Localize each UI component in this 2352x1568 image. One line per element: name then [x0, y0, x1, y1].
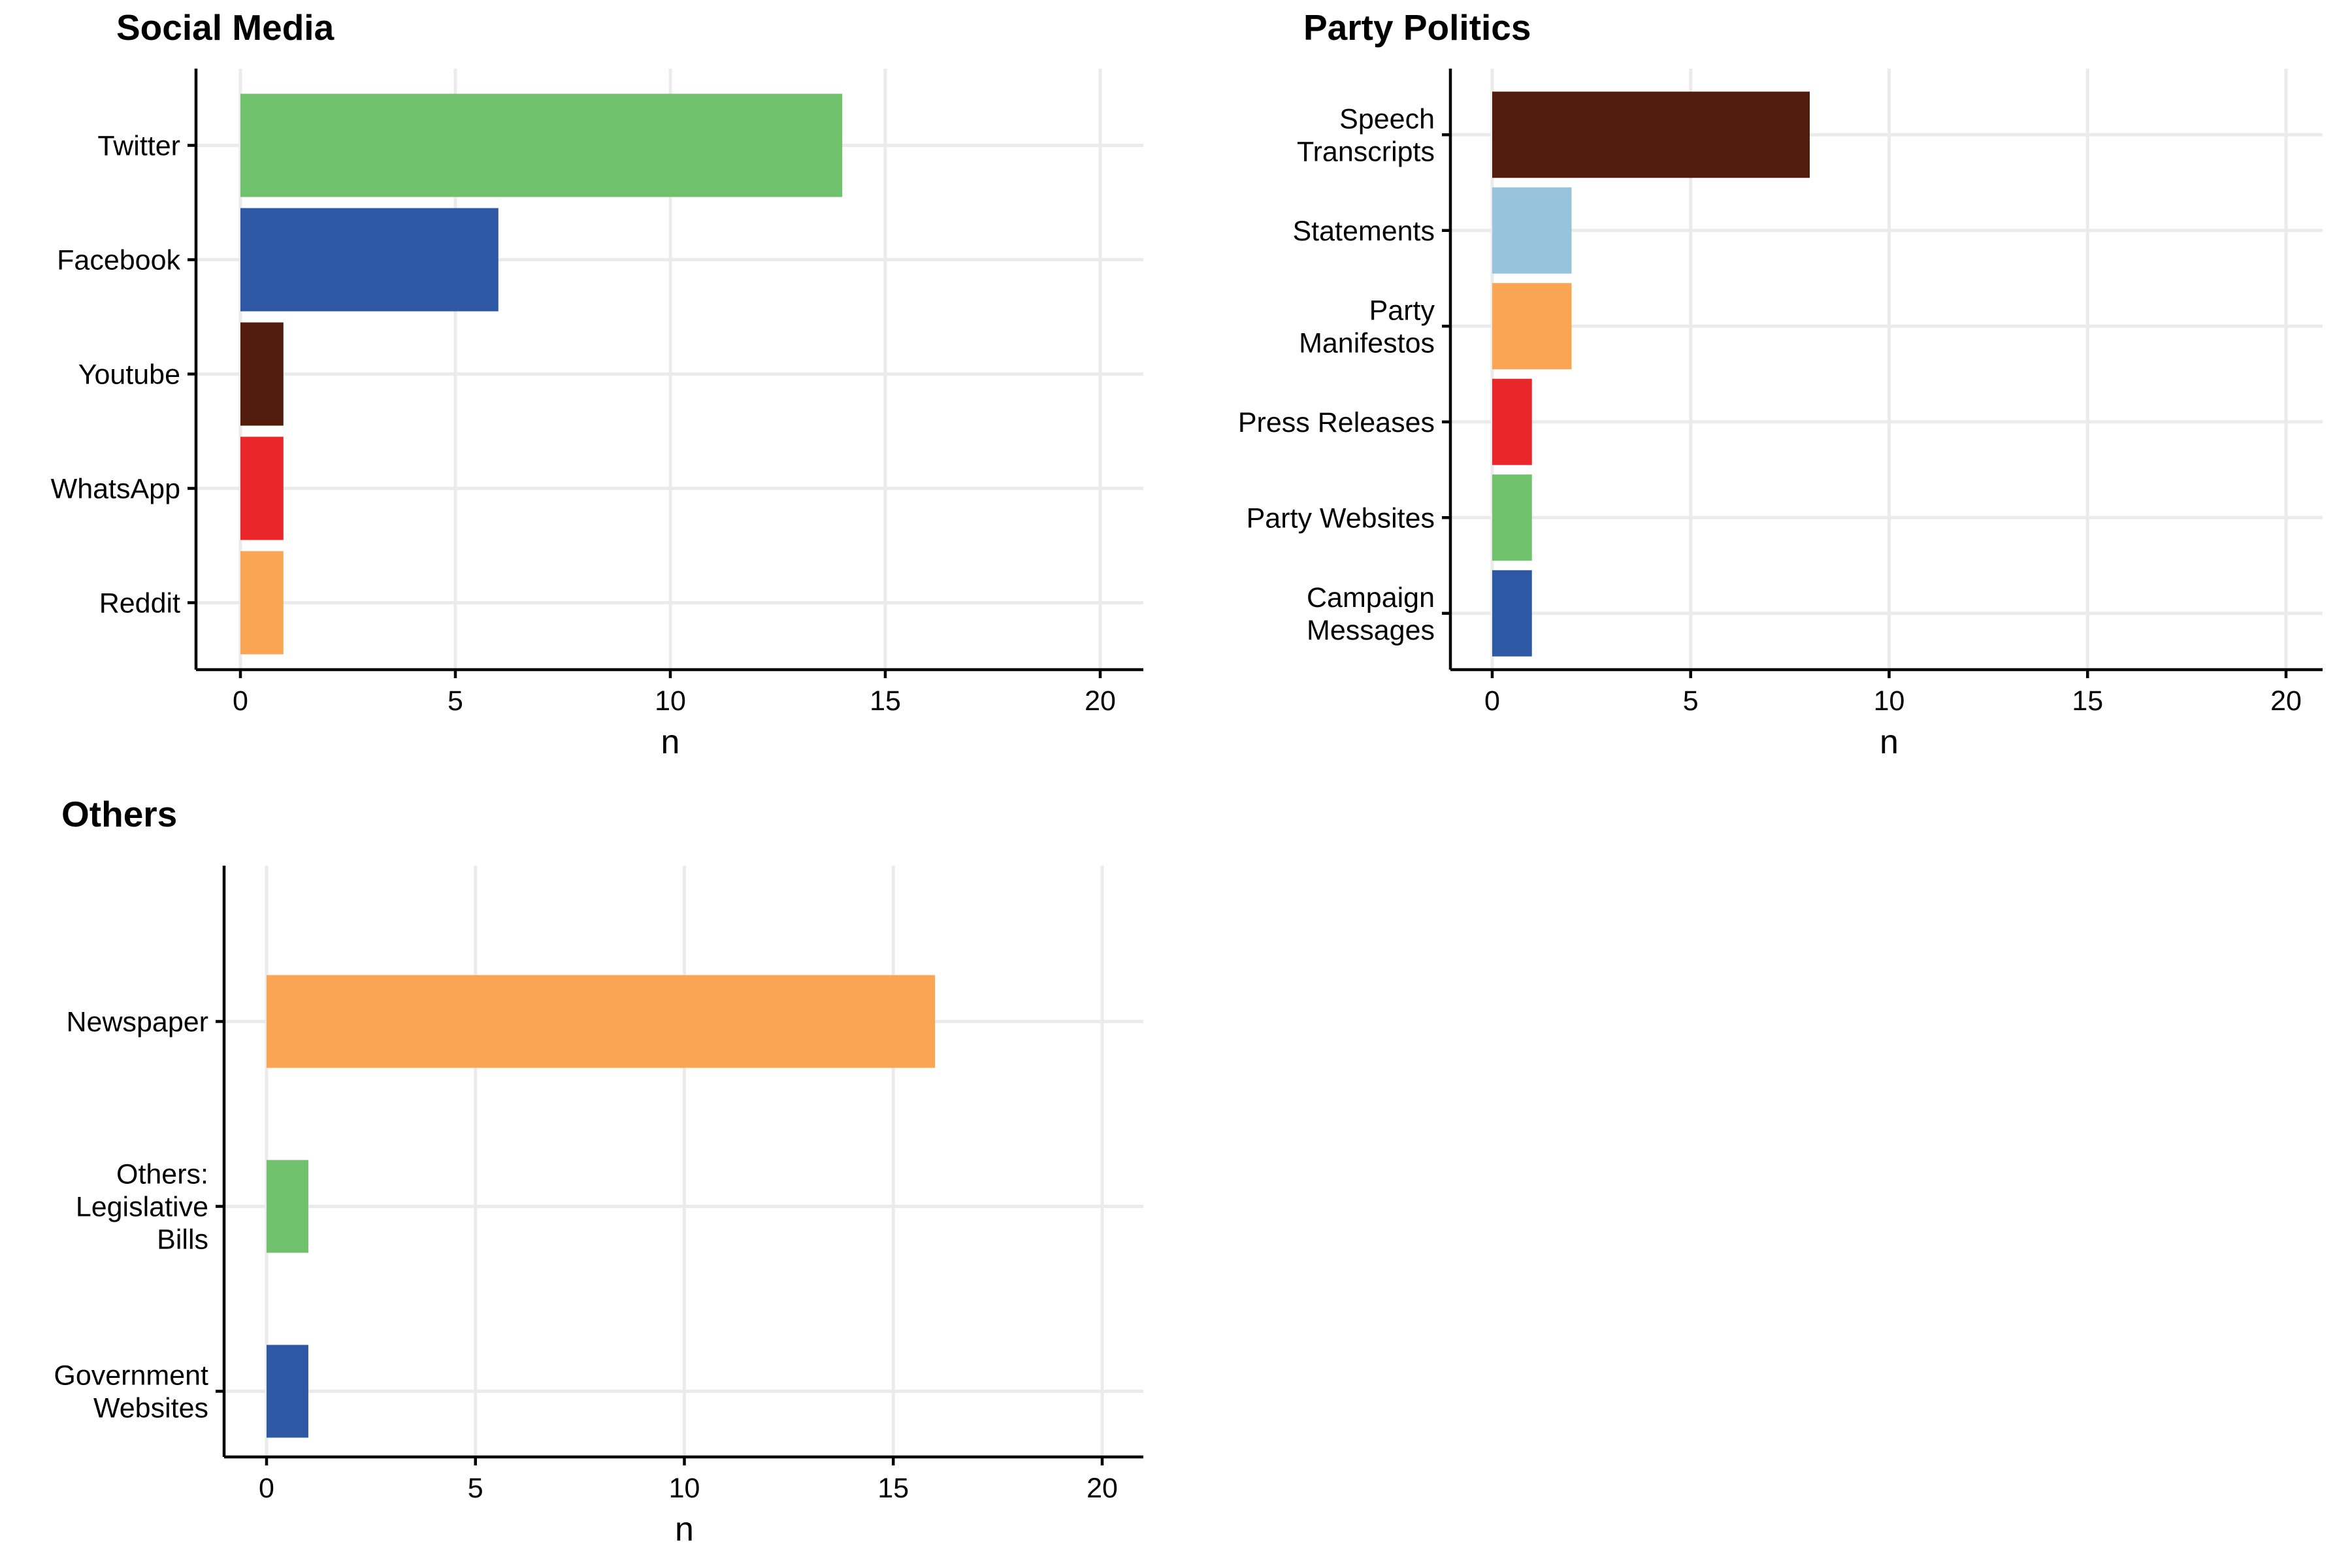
bar-others-legislative-bills [267, 1160, 308, 1253]
panel-party-politics: 0 5 10 15 20 Speech Transcripts Statements Party… [1238, 7, 2323, 761]
x-tick-label-5: 5 [448, 685, 463, 717]
y-tick-label-whatsapp: WhatsApp [51, 474, 180, 505]
bar-statements [1492, 187, 1572, 274]
y-tick-label-twitter: Twitter [97, 131, 180, 162]
x-tick-label-10: 10 [1874, 685, 1905, 717]
x-tick-label-10: 10 [655, 685, 686, 717]
bar-whatsapp [240, 436, 284, 540]
panel-title: Party Politics [1303, 7, 1531, 48]
bar-party-manifestos [1492, 283, 1572, 370]
y-tick-label-party-manifestos: Party Manifestos [1299, 295, 1435, 359]
x-tick-label-5: 5 [468, 1473, 483, 1504]
bar-press-releases [1492, 378, 1532, 465]
x-tick-label-10: 10 [669, 1473, 700, 1504]
y-tick-label-speech-transcripts: Speech Transcripts [1297, 103, 1435, 167]
bar-facebook [240, 208, 498, 312]
x-axis-title: n [1880, 723, 1899, 761]
x-axis-title: n [661, 723, 680, 761]
bar-twitter [240, 93, 843, 197]
y-tick-label-reddit: Reddit [99, 588, 180, 619]
y-tick-label-government-websites: Government Websites [54, 1360, 208, 1424]
x-tick-label-15: 15 [877, 1473, 909, 1504]
y-tick-label-youtube: Youtube [78, 359, 180, 391]
bar-campaign-messages [1492, 570, 1532, 657]
panel-social-media: 0 5 10 15 20 Twitter Facebook Youtube WhatsApp Re… [51, 7, 1143, 761]
x-tick-label-0: 0 [259, 1473, 274, 1504]
x-tick-label-20: 20 [2270, 685, 2302, 717]
panel-title: Social Media [116, 7, 335, 48]
y-tick-label-party-websites: Party Websites [1247, 502, 1435, 534]
bar-newspaper [267, 975, 936, 1068]
x-tick-label-0: 0 [233, 685, 248, 717]
bar-party-websites [1492, 474, 1532, 561]
bar-youtube [240, 322, 284, 426]
x-axis-title: n [675, 1511, 694, 1548]
x-tick-label-5: 5 [1683, 685, 1699, 717]
panel-others: 0 5 10 15 20 Newspaper Others: Legislative Bills… [54, 794, 1143, 1548]
x-tick-label-0: 0 [1484, 685, 1500, 717]
x-tick-label-15: 15 [2072, 685, 2103, 717]
bar-government-websites [267, 1345, 308, 1438]
y-tick-label-campaign-messages: Campaign Messages [1307, 582, 1435, 646]
bar-reddit [240, 551, 284, 655]
y-tick-label-facebook: Facebook [57, 245, 180, 276]
x-tick-label-15: 15 [870, 685, 901, 717]
bar-speech-transcripts [1492, 91, 1810, 178]
panel-title: Others [61, 794, 177, 834]
y-tick-label-others-legislative-bills: Others: Legislative Bills [76, 1159, 208, 1256]
x-tick-label-20: 20 [1085, 685, 1116, 717]
x-tick-label-20: 20 [1086, 1473, 1118, 1504]
y-tick-label-press-releases: Press Releases [1238, 407, 1435, 438]
y-tick-label-newspaper: Newspaper [67, 1007, 209, 1038]
y-tick-label-statements: Statements [1293, 216, 1435, 247]
